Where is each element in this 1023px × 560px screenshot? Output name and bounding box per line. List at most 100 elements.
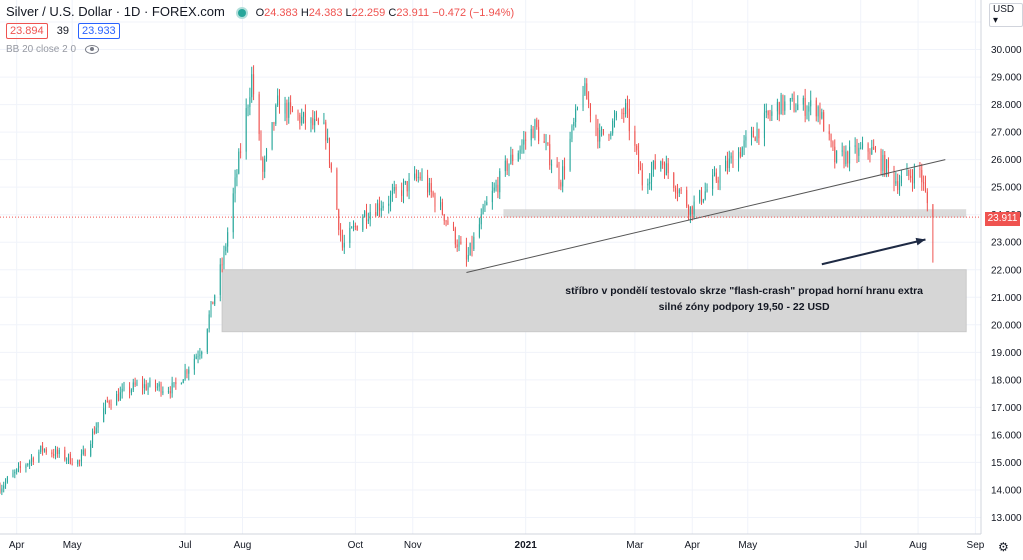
candle[interactable] xyxy=(92,431,94,444)
candle[interactable] xyxy=(84,449,86,456)
candle[interactable] xyxy=(626,102,628,109)
candle[interactable] xyxy=(354,225,356,227)
candle[interactable] xyxy=(908,169,910,176)
candle[interactable] xyxy=(625,102,627,114)
candle[interactable] xyxy=(421,175,423,179)
candle[interactable] xyxy=(758,129,760,139)
candle[interactable] xyxy=(647,183,649,186)
candle[interactable] xyxy=(651,169,653,182)
candle[interactable] xyxy=(663,165,665,175)
candle[interactable] xyxy=(338,209,340,230)
candle[interactable] xyxy=(278,95,281,114)
candle[interactable] xyxy=(40,445,42,452)
candle[interactable] xyxy=(745,136,747,141)
candle[interactable] xyxy=(288,102,290,118)
candle[interactable] xyxy=(223,251,225,265)
candle[interactable] xyxy=(367,219,369,222)
candle[interactable] xyxy=(719,171,721,183)
candle[interactable] xyxy=(910,175,912,178)
buy-button[interactable]: 23.933 xyxy=(78,23,120,39)
symbol-legend[interactable]: Silver / U.S. Dollar · 1D · FOREX.com O2… xyxy=(6,4,514,19)
candle[interactable] xyxy=(887,159,889,169)
candle[interactable] xyxy=(245,108,247,152)
candle[interactable] xyxy=(732,155,734,168)
candle[interactable] xyxy=(55,449,57,456)
candle[interactable] xyxy=(214,295,216,305)
candle[interactable] xyxy=(29,461,31,464)
candle[interactable] xyxy=(551,164,553,166)
candle[interactable] xyxy=(188,369,190,374)
candle[interactable] xyxy=(484,205,486,207)
candle[interactable] xyxy=(310,118,312,124)
candle[interactable] xyxy=(291,107,293,112)
candle[interactable] xyxy=(369,212,371,220)
candle[interactable] xyxy=(510,154,512,164)
candle[interactable] xyxy=(316,118,318,120)
candle[interactable] xyxy=(517,153,519,162)
candle[interactable] xyxy=(149,380,151,387)
candle[interactable] xyxy=(467,254,469,260)
candle[interactable] xyxy=(253,74,255,95)
candle[interactable] xyxy=(90,443,92,456)
candle[interactable] xyxy=(895,181,897,184)
candle[interactable] xyxy=(621,112,623,114)
candle[interactable] xyxy=(325,122,327,141)
candle[interactable] xyxy=(380,208,382,211)
candle[interactable] xyxy=(51,452,53,454)
candle[interactable] xyxy=(778,102,780,115)
candle[interactable] xyxy=(6,477,8,482)
candle[interactable] xyxy=(340,229,342,236)
candle[interactable] xyxy=(195,356,197,359)
candle[interactable] xyxy=(821,112,823,119)
candle[interactable] xyxy=(460,241,462,244)
candle[interactable] xyxy=(212,301,214,305)
candle[interactable] xyxy=(129,386,131,393)
currency-select[interactable]: USD ▾ xyxy=(989,3,1023,27)
candle[interactable] xyxy=(327,137,329,141)
candle[interactable] xyxy=(884,154,886,175)
candle[interactable] xyxy=(789,98,791,102)
candle[interactable] xyxy=(569,138,571,171)
candle[interactable] xyxy=(80,454,82,462)
gear-icon[interactable]: ⚙ xyxy=(998,540,1009,554)
candle[interactable] xyxy=(595,115,597,128)
candle[interactable] xyxy=(480,214,482,225)
candle[interactable] xyxy=(660,161,662,169)
candle[interactable] xyxy=(506,160,508,171)
candle[interactable] xyxy=(82,449,84,455)
candle[interactable] xyxy=(312,118,314,126)
candle[interactable] xyxy=(680,189,682,191)
candle[interactable] xyxy=(219,264,221,296)
candle[interactable] xyxy=(700,190,703,202)
candle[interactable] xyxy=(343,242,345,248)
candle[interactable] xyxy=(349,227,351,243)
candle[interactable] xyxy=(665,163,667,175)
candle[interactable] xyxy=(493,187,495,191)
candle[interactable] xyxy=(823,112,825,132)
candle[interactable] xyxy=(608,134,610,136)
candle[interactable] xyxy=(726,160,728,169)
candle[interactable] xyxy=(728,158,730,169)
candle[interactable] xyxy=(869,151,871,155)
candle[interactable] xyxy=(110,404,112,406)
candle[interactable] xyxy=(249,97,251,107)
candle[interactable] xyxy=(428,183,430,193)
candle[interactable] xyxy=(390,195,392,204)
candle[interactable] xyxy=(290,102,292,108)
candle[interactable] xyxy=(156,386,158,388)
candle[interactable] xyxy=(314,118,316,126)
candle[interactable] xyxy=(199,354,201,357)
candle[interactable] xyxy=(353,225,355,228)
candle[interactable] xyxy=(415,173,417,178)
candle[interactable] xyxy=(589,103,591,116)
candle[interactable] xyxy=(549,144,551,166)
candle[interactable] xyxy=(1,488,3,493)
candle[interactable] xyxy=(675,188,677,193)
candle[interactable] xyxy=(893,168,895,184)
candle[interactable] xyxy=(456,244,458,248)
candle[interactable] xyxy=(765,110,767,113)
candle[interactable] xyxy=(210,301,212,315)
candle[interactable] xyxy=(676,192,678,194)
candle[interactable] xyxy=(512,154,514,162)
